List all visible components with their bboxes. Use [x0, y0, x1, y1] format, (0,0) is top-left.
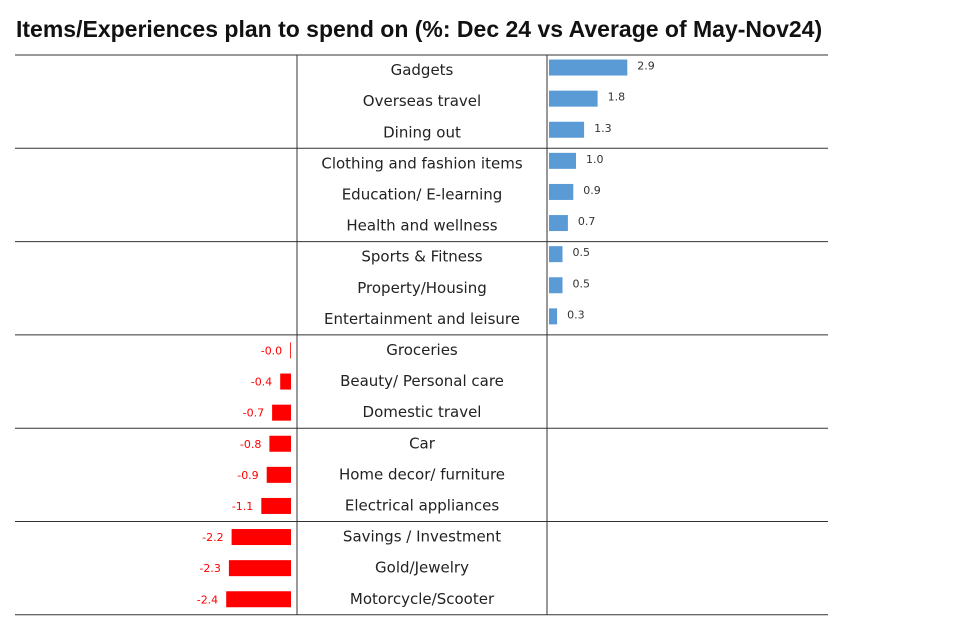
bar [549, 246, 563, 263]
category-label: Domestic travel [363, 403, 482, 421]
category-label: Car [409, 434, 436, 452]
category-label: Overseas travel [363, 92, 481, 110]
bar [549, 215, 568, 232]
value-label: -2.4 [197, 593, 218, 606]
bar [549, 121, 585, 138]
bar [272, 404, 291, 421]
bar [290, 342, 291, 359]
value-label: 1.8 [608, 91, 626, 104]
value-label: -0.7 [243, 407, 264, 420]
value-label: 0.5 [573, 277, 591, 290]
value-label: -1.1 [232, 500, 253, 513]
category-label: Health and wellness [346, 217, 497, 235]
value-label: 2.9 [637, 60, 655, 73]
value-label: -0.4 [251, 376, 272, 389]
value-label: 0.5 [573, 246, 591, 259]
category-label: Savings / Investment [343, 528, 501, 546]
bar [549, 308, 558, 325]
bar [231, 529, 291, 546]
bar [549, 152, 576, 169]
value-label: 1.3 [594, 122, 612, 135]
value-label: -0.9 [237, 469, 258, 482]
bar [228, 560, 291, 577]
value-label: 0.3 [567, 308, 585, 321]
bar [261, 497, 291, 514]
category-label: Beauty/ Personal care [340, 372, 504, 390]
chart-title: Items/Experiences plan to spend on (%: D… [16, 16, 822, 42]
bar [266, 466, 291, 483]
category-label: Electrical appliances [345, 496, 499, 514]
category-label: Gadgets [391, 61, 454, 79]
category-label: Clothing and fashion items [321, 154, 522, 172]
value-label: 0.7 [578, 215, 596, 228]
category-label: Property/Housing [357, 279, 487, 297]
value-label: -2.3 [199, 562, 220, 575]
bar [226, 591, 291, 608]
category-label: Motorcycle/Scooter [350, 590, 495, 608]
value-label: -2.2 [202, 531, 223, 544]
value-label: -0.0 [261, 344, 282, 357]
value-label: -0.8 [240, 438, 261, 451]
value-label: 0.9 [583, 184, 601, 197]
value-label: 1.0 [586, 153, 604, 166]
bar [549, 277, 563, 294]
bar [549, 59, 628, 76]
category-label: Sports & Fitness [361, 248, 482, 266]
category-label: Education/ E-learning [342, 185, 503, 203]
category-label: Dining out [383, 123, 461, 141]
bar [549, 90, 598, 107]
category-label: Groceries [386, 341, 458, 359]
category-label: Gold/Jewelry [375, 559, 469, 577]
bar [280, 373, 291, 390]
category-label: Home decor/ furniture [339, 465, 505, 483]
bar [549, 183, 574, 200]
bar [269, 435, 291, 452]
category-label: Entertainment and leisure [324, 310, 520, 328]
